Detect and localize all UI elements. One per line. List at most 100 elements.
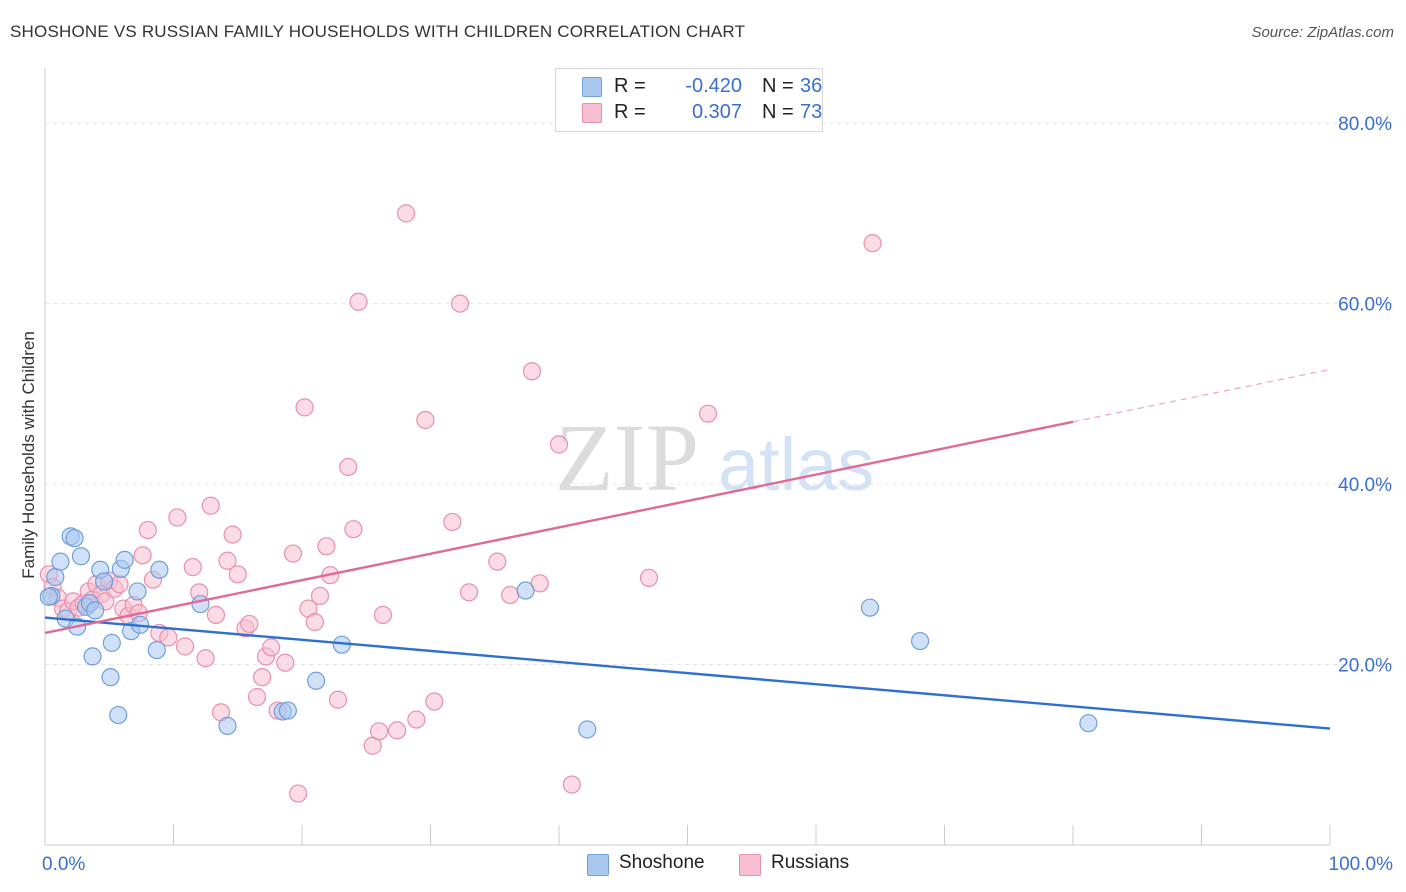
shoshone-point [218, 716, 237, 735]
russians-point [370, 722, 389, 741]
russians-point [175, 637, 195, 656]
shoshone-point [109, 705, 128, 725]
russians-point [328, 690, 348, 709]
x-tick-label: 100.0% [1329, 854, 1394, 875]
shoshone-point [150, 560, 169, 579]
russians-point [247, 687, 267, 707]
data-points [39, 204, 1098, 803]
russians-point [349, 292, 368, 311]
russians-point [305, 613, 324, 632]
russians-point [168, 508, 187, 527]
russians-point [425, 692, 444, 711]
russians-point [218, 551, 237, 570]
shoshone-point [128, 582, 147, 601]
shoshone-point [102, 633, 121, 652]
n-value: 36 [800, 75, 823, 97]
shoshone-legend-label: Shoshone [619, 852, 705, 873]
shoshone-point [147, 640, 166, 660]
shoshone-point [115, 550, 134, 569]
shoshone-point [191, 594, 210, 614]
russians-legend-swatch [739, 854, 761, 876]
y-tick-label: 20.0% [1338, 656, 1392, 677]
russians-point [289, 784, 308, 803]
russians-point [110, 575, 129, 594]
y-tick-label: 60.0% [1338, 295, 1392, 316]
source-label: Source: ZipAtlas.com [1251, 24, 1394, 41]
y-axis-label: Family Households with Children [19, 331, 38, 579]
shoshone-point [83, 647, 102, 666]
shoshone-point [278, 701, 297, 720]
shoshone-point [95, 572, 114, 591]
russians-point [138, 520, 157, 540]
grid-lines [45, 122, 1392, 666]
shoshone-point [86, 601, 105, 620]
watermark-zip: ZIP [555, 404, 699, 511]
tick-labels: 20.0% 40.0% 60.0% 80.0% 0.0% 100.0% [42, 114, 1393, 875]
shoshone-swatch [582, 77, 602, 97]
shoshone-legend-swatch [587, 854, 609, 876]
shoshone-point [910, 631, 930, 651]
russians-point [262, 638, 281, 657]
russians-point [295, 398, 314, 417]
axes [44, 68, 1331, 846]
y-tick-label: 40.0% [1338, 475, 1392, 496]
russians-trend-line [44, 420, 1074, 635]
russians-point [863, 234, 882, 253]
russians-point [206, 605, 226, 625]
russians-point [501, 585, 520, 605]
russians-point [196, 649, 215, 668]
trend-lines [44, 368, 1331, 730]
shoshone-point [46, 567, 65, 587]
russians-point [201, 496, 220, 515]
shoshone-point [578, 720, 597, 739]
r-value: 0.307 [691, 101, 742, 123]
r-value: -0.420 [685, 75, 742, 97]
russians-point [228, 565, 247, 584]
russians-point [443, 512, 462, 532]
y-tick-label: 80.0% [1338, 114, 1392, 135]
russians-point [283, 544, 303, 563]
russians-legend-label: Russians [771, 852, 850, 873]
russians-trend-extension [1072, 368, 1331, 423]
russians-point [488, 552, 507, 571]
shoshone-point [307, 671, 326, 690]
russians-point [339, 457, 358, 477]
shoshone-point [39, 587, 58, 606]
russians-point [416, 410, 435, 430]
shoshone-trend-line [44, 616, 1331, 730]
russians-point [133, 546, 152, 565]
n-value: 73 [800, 101, 823, 123]
shoshone-point [65, 529, 84, 548]
r-label: R = [614, 75, 646, 97]
shoshone-point [51, 552, 70, 571]
shoshone-point [860, 598, 880, 617]
n-label: N = [762, 101, 794, 123]
correlation-legend: R = -0.420 N = 36 R = 0.307 N = 73 [555, 68, 823, 132]
shoshone-point [71, 547, 91, 566]
shoshone-point [1079, 714, 1098, 733]
russians-point [407, 710, 426, 729]
russians-point [450, 294, 470, 313]
russians-point [253, 668, 272, 687]
russians-point [387, 721, 407, 740]
russians-point [459, 583, 479, 602]
russians-point [183, 557, 202, 577]
russians-point [549, 435, 569, 454]
russians-point [396, 204, 416, 223]
russians-point [698, 404, 718, 423]
russians-point [317, 537, 336, 556]
russians-point [276, 653, 295, 672]
chart-title: SHOSHONE VS RUSSIAN FAMILY HOUSEHOLDS WI… [10, 22, 746, 41]
russians-point [562, 775, 581, 794]
russians-point [639, 568, 659, 588]
russians-point [310, 586, 330, 606]
watermark: ZIP atlas [555, 404, 874, 511]
russians-point [522, 362, 542, 381]
shoshone-point [101, 668, 120, 687]
watermark-atlas: atlas [718, 423, 874, 506]
shoshone-point [516, 581, 535, 600]
russians-point [223, 525, 242, 544]
r-label: R = [614, 101, 646, 123]
russians-point [240, 614, 259, 634]
